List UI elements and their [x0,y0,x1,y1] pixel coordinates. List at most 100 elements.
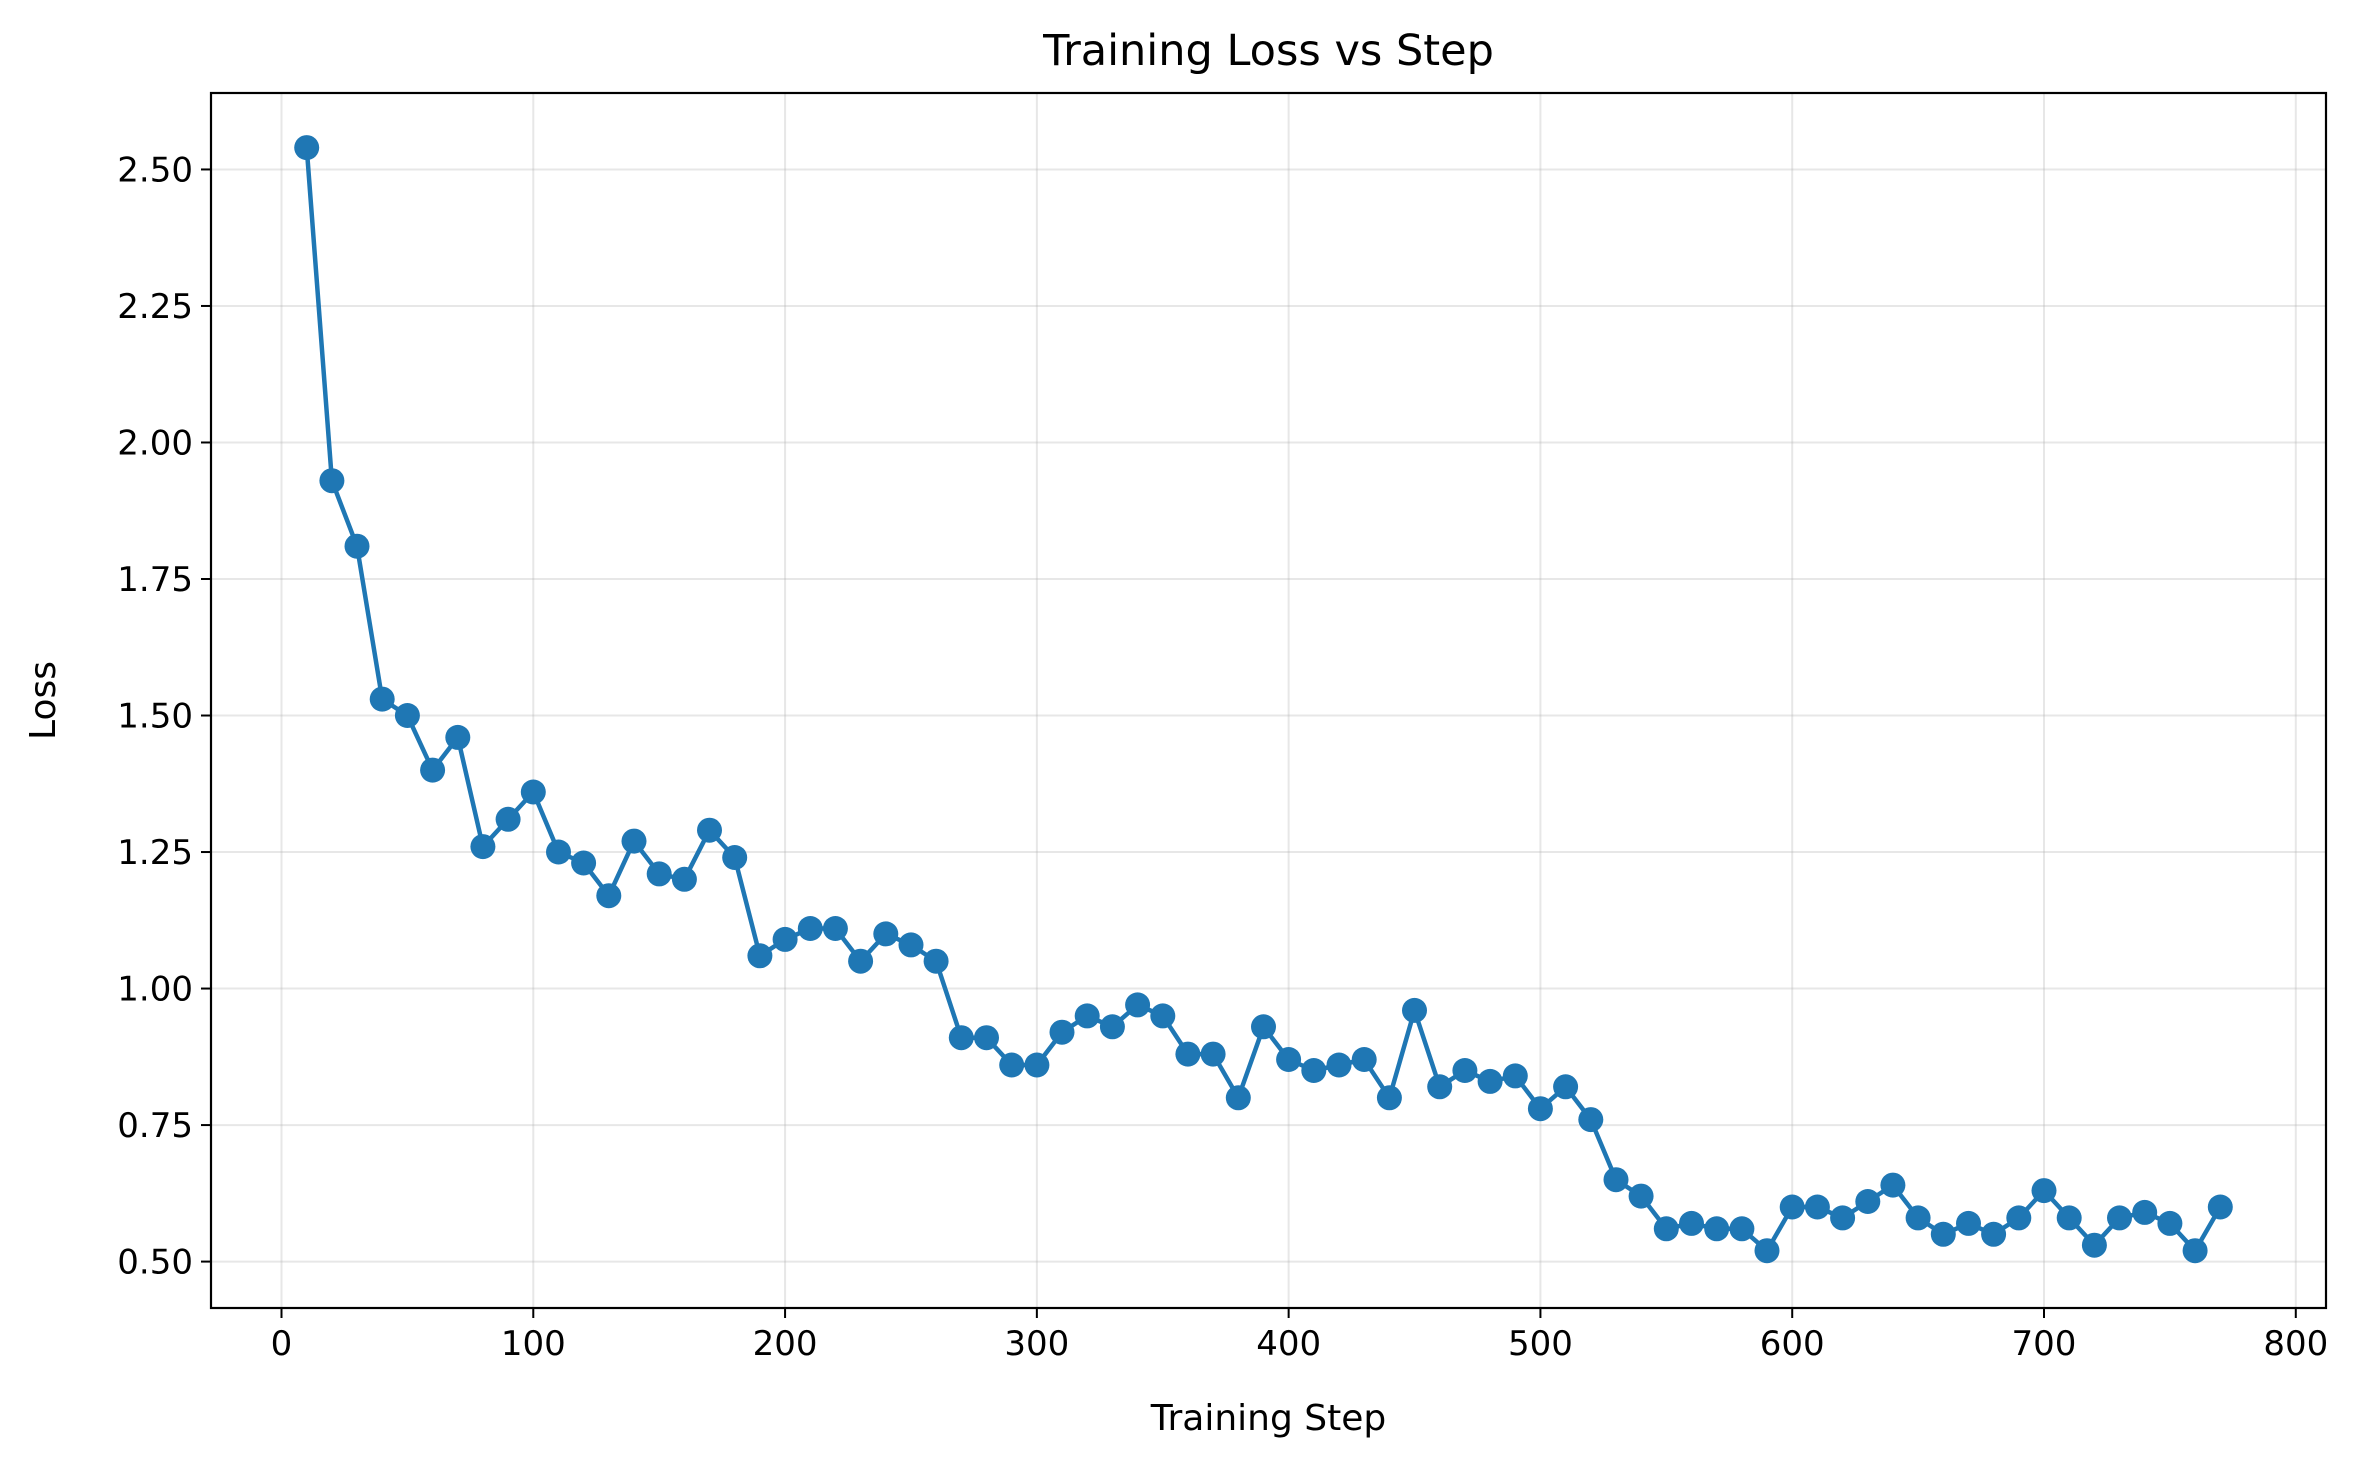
y-tick-label: 2.50 [117,150,193,190]
data-point [974,1025,999,1051]
data-point [948,1025,974,1051]
data-point [772,926,798,952]
y-tick-label: 1.50 [117,697,193,737]
data-point [2157,1210,2183,1236]
data-point [294,135,320,161]
y-tick-label: 0.50 [117,1243,193,1283]
data-point [344,533,370,559]
axis-ticks: 0 100 200 300 400 500 600 700 800 0.50 0.75 1.00 1.2… [117,150,2328,1364]
data-point [1024,1052,1050,1078]
y-axis-label: Loss [23,661,64,740]
chart-title: Training Loss vs Step [1042,26,1494,76]
data-point [470,834,496,860]
data-point [1402,997,1427,1023]
data-point [1729,1216,1755,1242]
loss-line [304,147,2223,1253]
data-point [2182,1238,2208,1264]
data-point [1452,1058,1478,1083]
data-point [1326,1052,1352,1078]
x-tick-label: 400 [1256,1324,1321,1364]
data-point [369,686,395,712]
data-point [1099,1014,1125,1040]
data-point [1049,1019,1075,1045]
data-point [2207,1194,2233,1220]
x-axis-label: Training Step [1150,1398,1386,1439]
data-point [1956,1210,1981,1236]
data-point [1276,1047,1302,1072]
x-tick-label: 600 [1760,1324,1825,1364]
data-point [1804,1194,1830,1220]
data-point [671,866,697,892]
data-point [495,806,521,832]
x-tick-label: 0 [271,1324,293,1364]
data-point [1376,1085,1402,1111]
data-point [848,948,874,974]
data-point [1880,1172,1906,1198]
data-point [1427,1074,1453,1100]
data-point [1251,1014,1276,1040]
data-point [873,921,899,947]
data-point [1578,1107,1604,1133]
data-point [394,703,420,728]
data-point [1754,1238,1780,1264]
data-point [697,817,722,843]
x-tick-label: 300 [1004,1324,1069,1364]
data-point [1074,1003,1100,1029]
data-point [1553,1074,1579,1100]
data-point [1930,1221,1956,1247]
data-point [520,779,546,805]
plot-frame [209,91,2328,1310]
data-point [445,724,471,750]
data-point [1905,1205,1931,1231]
data-point [1150,1003,1176,1029]
data-point [621,828,647,854]
grid-lines [211,93,2326,1308]
data-point [1855,1189,1881,1214]
y-tick-label: 1.00 [117,970,193,1010]
x-tick-label: 500 [1508,1324,1573,1364]
data-point [822,916,848,941]
data-series [294,135,2233,1264]
x-tick-label: 200 [753,1324,818,1364]
data-point [319,468,345,494]
y-tick-label: 2.00 [117,423,193,463]
data-point [2107,1205,2132,1231]
data-point [747,943,773,969]
data-point [596,883,622,909]
data-point [1603,1167,1629,1193]
data-point [1502,1063,1528,1089]
data-point [1200,1041,1226,1067]
data-point [420,757,446,783]
data-point [1830,1205,1856,1231]
data-point [722,845,748,870]
x-tick-label: 800 [2263,1324,2328,1364]
y-tick-label: 2.25 [117,287,193,327]
data-point [646,861,672,887]
data-point [546,839,571,865]
y-tick-label: 1.25 [117,833,193,873]
x-tick-label: 700 [2012,1324,2077,1364]
data-point [2031,1178,2057,1204]
data-point [923,948,949,974]
data-point [1981,1221,2007,1247]
data-point [2006,1205,2032,1231]
data-point [1175,1041,1201,1067]
data-point [1301,1058,1327,1083]
data-point [1628,1183,1654,1209]
x-tick-label: 100 [501,1324,566,1364]
data-point [797,916,823,941]
data-point [1351,1047,1377,1072]
data-point [2081,1232,2107,1258]
data-point [1225,1085,1251,1111]
data-point [2056,1205,2082,1231]
data-point [1653,1216,1679,1242]
data-point [1704,1216,1730,1242]
data-point [1679,1210,1704,1236]
data-point [898,932,924,958]
data-point [1125,992,1151,1018]
data-point [1477,1068,1503,1094]
data-point [999,1052,1025,1078]
data-point [2132,1199,2158,1225]
y-tick-label: 0.75 [117,1106,193,1146]
